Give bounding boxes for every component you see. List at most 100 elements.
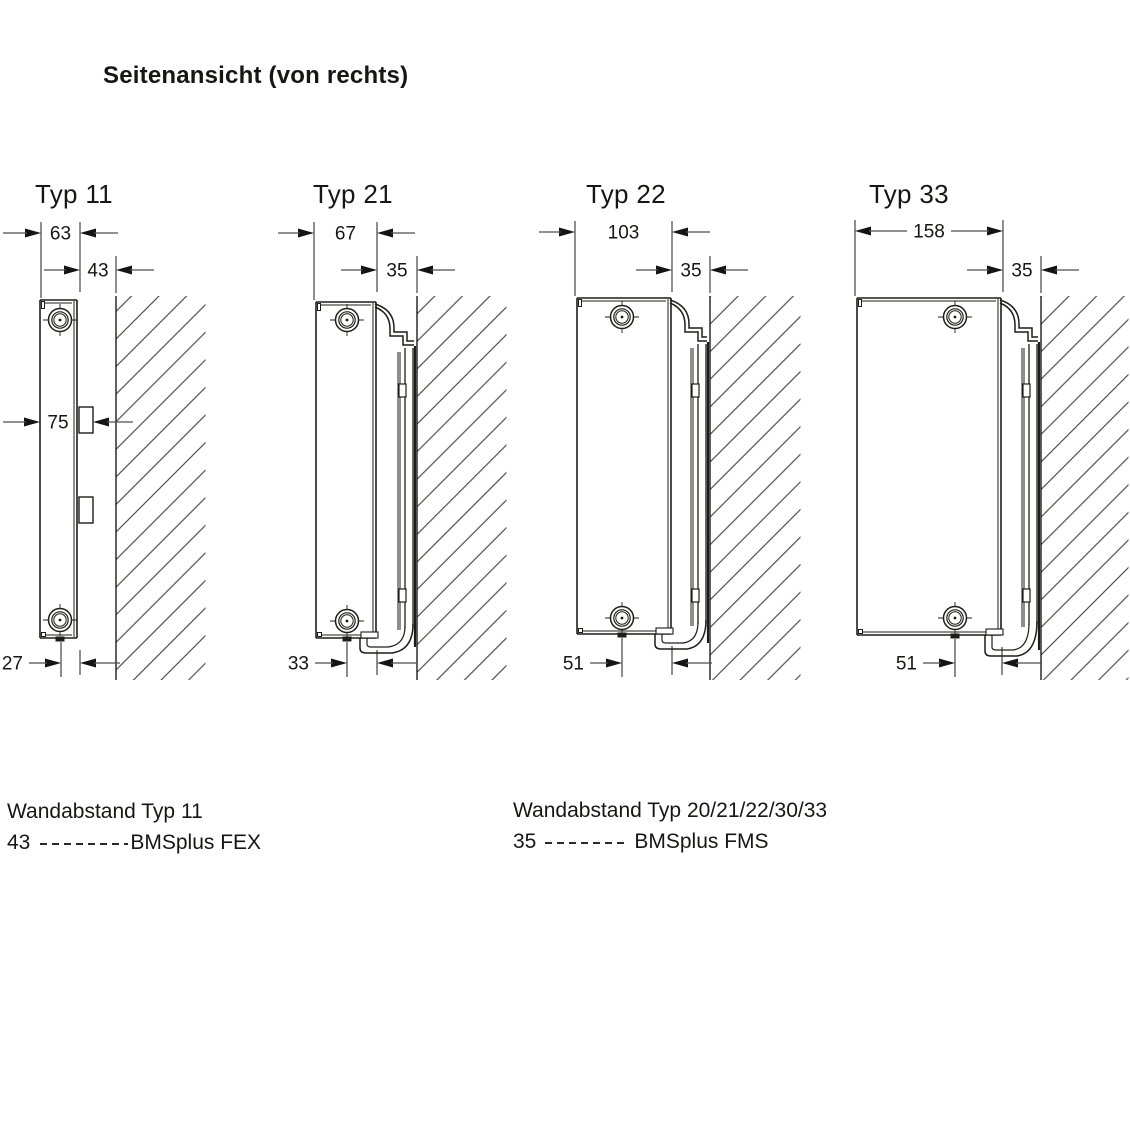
valve-mid-ring — [946, 308, 964, 326]
valve-mid-ring — [51, 311, 69, 329]
bracket-clip-upper — [691, 383, 700, 398]
dimension-bottom-offset-value: 51 — [896, 654, 917, 675]
legend-fex-bracket-name: BMSplus FEX — [130, 831, 262, 854]
legend-fms-bracket-name: BMSplus FMS — [634, 830, 769, 853]
radiator-drawing-typ11: 63 43 75 27 — [2, 222, 206, 680]
valve-center-dot — [620, 315, 624, 319]
radiator-panel — [39, 299, 78, 639]
dimension-wall-distance-value: 43 — [87, 261, 108, 282]
valve-connection — [330, 605, 364, 637]
panel-top-corner-notch — [578, 299, 582, 307]
dimension-arrowhead — [417, 265, 433, 275]
foot-bracket-outer — [984, 620, 1038, 657]
valve-inner-ring — [340, 614, 354, 628]
dimensions-typ11: 63 43 75 27 — [2, 222, 154, 677]
bracket-clip-lower — [1022, 588, 1031, 603]
top-bracket-outer — [669, 299, 707, 338]
dimension-arrowhead — [559, 227, 575, 237]
wall-hatch — [710, 296, 801, 680]
dimension-bottom-offset-value: 33 — [288, 654, 309, 675]
legend-bmsplus-fex: Wandabstand Typ 11 43 BMSplus FEX — [7, 800, 261, 855]
foot-bracket-outer — [654, 619, 707, 650]
radiator-type-label-typ33: Typ 33 — [869, 179, 949, 209]
dimension-arrowhead — [672, 658, 688, 668]
radiator-type-label-typ22: Typ 22 — [586, 179, 666, 209]
radiator-panel — [315, 301, 377, 639]
panel-bottom-corner-notch — [317, 632, 322, 637]
radiator-drawing-typ22: 103 35 51 — [539, 221, 801, 680]
dimensions-typ33: 158 35 51 — [854, 220, 1079, 677]
radiator-drawing-typ33: 158 35 51 — [854, 220, 1129, 680]
valve-center-dot — [953, 315, 957, 319]
top-bracket-inner — [374, 306, 414, 346]
valve-inner-ring — [948, 611, 962, 625]
valve-inner-ring — [53, 613, 67, 627]
wall-bracket-assembly — [359, 303, 417, 654]
top-bracket-outer — [374, 303, 414, 342]
dimension-arrowhead — [93, 417, 109, 427]
wall-hatch — [1041, 296, 1129, 680]
valve-mid-ring — [946, 609, 964, 627]
dimension-arrowhead — [987, 226, 1003, 236]
dimension-arrowhead — [377, 228, 393, 238]
valve-mid-ring — [51, 611, 69, 629]
top-bracket-inner — [669, 302, 707, 342]
valve-connection — [330, 304, 364, 336]
dimension-arrowhead — [45, 658, 61, 668]
panel-top-corner-notch — [858, 299, 862, 307]
page-title: Seitenansicht (von rechts) — [103, 62, 409, 89]
dimension-arrowhead — [939, 658, 955, 668]
fex-bracket — [78, 496, 94, 524]
legend-fex-row: 43 BMSplus FEX — [7, 831, 261, 855]
foot-bracket-outer — [359, 623, 414, 654]
valve-connection — [605, 301, 639, 333]
valve-center-dot — [58, 618, 62, 622]
dimension-wall-distance-value: 35 — [680, 261, 701, 282]
dimension-arrowhead — [361, 265, 377, 275]
foot-bracket-inner — [991, 622, 1030, 651]
dimension-total-depth-value: 75 — [47, 413, 68, 434]
foot-bracket-inner — [366, 625, 406, 648]
dimension-bottom-offset-value: 27 — [2, 654, 23, 675]
dimension-wall-distance-value: 35 — [1011, 261, 1032, 282]
foot-bracket-inner — [661, 621, 699, 644]
foot-ledge — [655, 627, 674, 635]
bracket-clip-upper — [398, 383, 407, 398]
dimension-arrowhead — [1041, 265, 1057, 275]
dimension-arrowhead — [672, 227, 688, 237]
valve-mid-ring — [338, 612, 356, 630]
bracket-clip-lower — [691, 588, 700, 603]
legend-fms-dash-line — [545, 842, 628, 844]
dimension-depth-value: 158 — [913, 222, 945, 243]
valve-connection — [43, 304, 77, 336]
radiator-type-label-typ11: Typ 11 — [35, 179, 113, 209]
dimensions-typ22: 103 35 51 — [539, 221, 748, 677]
panel-bottom-corner-notch — [578, 628, 583, 633]
dimension-arrowhead — [855, 226, 871, 236]
dimension-arrowhead — [25, 228, 41, 238]
bracket-clip-lower — [398, 588, 407, 603]
dimension-arrowhead — [606, 658, 622, 668]
fex-bracket — [78, 406, 94, 434]
dimension-arrowhead — [656, 265, 672, 275]
dimension-depth-value: 63 — [50, 224, 71, 245]
valve-center-dot — [620, 616, 624, 620]
valve-center-dot — [58, 318, 62, 322]
valve-mid-ring — [613, 308, 631, 326]
dimension-wall-distance-value: 35 — [386, 261, 407, 282]
valve-inner-ring — [615, 611, 629, 625]
dimension-arrowhead — [298, 228, 314, 238]
dimensions-typ21: 67 35 33 — [278, 222, 455, 677]
bottom-tapping-tab — [55, 636, 65, 642]
legend-fms-row: 35 BMSplus FMS — [513, 830, 827, 854]
valve-center-dot — [953, 616, 957, 620]
radiator-type-label-typ21: Typ 21 — [313, 179, 393, 209]
bracket-clip-upper — [1022, 383, 1031, 398]
wall-hatch — [417, 296, 507, 680]
valve-inner-ring — [948, 310, 962, 324]
valve-connection — [938, 301, 972, 333]
dimension-arrowhead — [80, 658, 96, 668]
legend-fex-title: Wandabstand Typ 11 — [7, 800, 203, 823]
valve-inner-ring — [340, 313, 354, 327]
